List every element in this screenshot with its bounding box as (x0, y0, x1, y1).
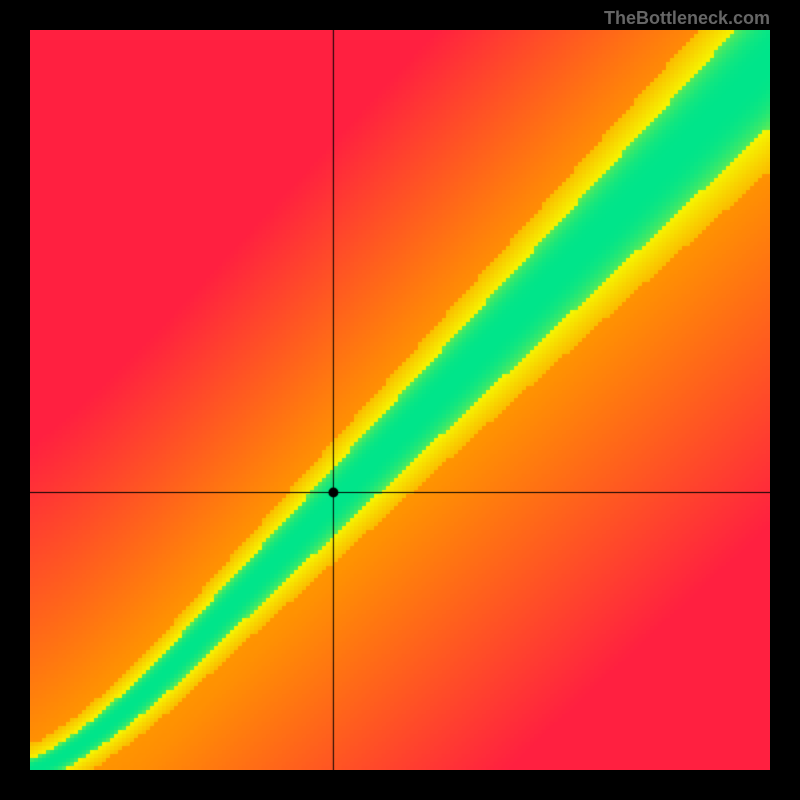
bottleneck-heatmap (30, 30, 770, 770)
watermark-text: TheBottleneck.com (604, 8, 770, 29)
heatmap-canvas (30, 30, 770, 770)
